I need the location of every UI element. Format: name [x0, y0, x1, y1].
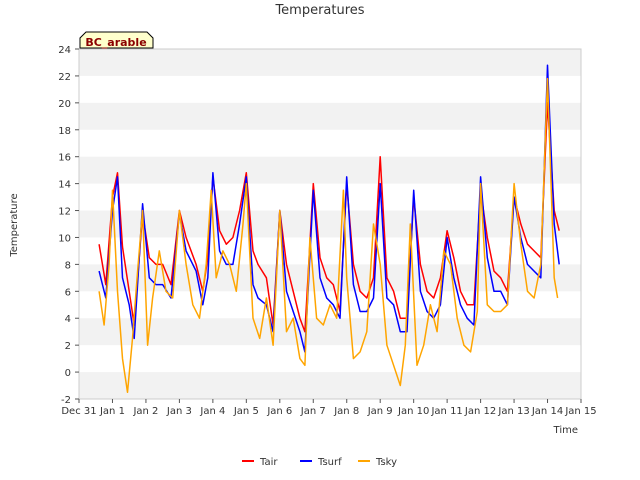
- legend: Tair Tsurf Tsky: [242, 457, 397, 468]
- y-tick-label: 4: [65, 314, 71, 325]
- x-tick-label: Jan 8: [333, 406, 359, 417]
- x-tick-label: Jan 3: [166, 406, 192, 417]
- series-lines: [98, 64, 560, 394]
- y-axis-label: Temperature: [9, 193, 20, 257]
- x-tick-label: Jan 13: [497, 406, 529, 417]
- y-tick-label: 2: [65, 341, 71, 352]
- series-line-tsky: [98, 77, 559, 394]
- x-tick-label: Jan 4: [199, 406, 225, 417]
- plot-area: [78, 48, 582, 400]
- x-tick-label: Dec 31: [61, 406, 96, 417]
- grid-band: [79, 372, 581, 399]
- x-tick-label: Jan 15: [564, 406, 596, 417]
- x-tick-label: Jan 2: [132, 406, 158, 417]
- y-tick-label: 8: [65, 260, 71, 271]
- x-tick-label: Jan 12: [464, 406, 496, 417]
- y-tick-label: 0: [65, 368, 71, 379]
- y-tick-label: 10: [58, 233, 71, 244]
- legend-label-tair: Tair: [259, 457, 278, 468]
- chart-title: Temperatures: [274, 3, 364, 18]
- grid-band: [79, 156, 581, 184]
- x-axis: Dec 31 Jan 1 Jan 2 Jan 3 Jan 4 Jan 5 Jan 6 Jan …: [61, 399, 597, 417]
- x-tick-label: Jan 1: [99, 406, 125, 417]
- site-label-box: BC_arable: [79, 31, 154, 49]
- x-tick-label: Jan 9: [367, 406, 393, 417]
- x-tick-label: Jan 6: [266, 406, 292, 417]
- y-tick-label: -2: [61, 395, 71, 406]
- x-tick-label: Jan 10: [397, 406, 429, 417]
- y-tick-label: 14: [58, 180, 71, 191]
- x-tick-label: Jan 5: [233, 406, 259, 417]
- grid-bands: [79, 49, 581, 399]
- grid-band: [79, 102, 581, 130]
- legend-label-tsky: Tsky: [375, 457, 397, 468]
- y-tick-label: 16: [58, 153, 71, 164]
- grid-band: [79, 318, 581, 346]
- y-tick-label: 20: [58, 99, 71, 110]
- x-tick-label: Jan 7: [300, 406, 326, 417]
- x-tick-label: Jan 14: [531, 406, 563, 417]
- y-tick-label: 22: [58, 72, 71, 83]
- x-tick-label: Jan 11: [430, 406, 462, 417]
- grid-band: [79, 49, 581, 76]
- x-axis-label: Time: [553, 425, 578, 436]
- legend-label-tsurf: Tsurf: [317, 457, 342, 468]
- y-tick-label: 24: [58, 45, 71, 56]
- y-tick-label: 12: [58, 207, 71, 218]
- y-tick-label: 6: [65, 287, 71, 298]
- grid-band: [79, 210, 581, 238]
- site-label: BC_arable: [85, 36, 146, 49]
- y-tick-label: 18: [58, 126, 71, 137]
